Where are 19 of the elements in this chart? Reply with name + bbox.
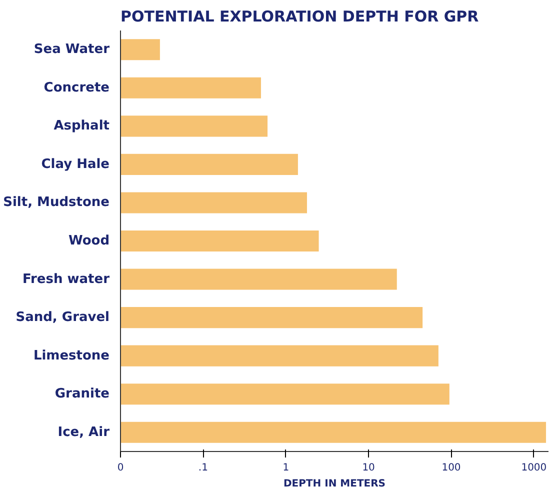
y-tick-label: Sea Water <box>34 42 110 58</box>
y-tick-label: Clay Hale <box>41 156 110 172</box>
y-tick-label: Asphalt <box>54 118 110 134</box>
y-tick-label: Concrete <box>44 80 110 96</box>
x-axis-title: DEPTH IN METERS <box>283 478 386 490</box>
x-tick-label: 100 <box>442 462 461 474</box>
y-tick-label: Silt, Mudstone <box>3 195 110 210</box>
y-tick-label: Sand, Gravel <box>16 310 110 326</box>
y-tick-label: Limestone <box>33 348 110 364</box>
x-tick-label: .1 <box>198 462 208 474</box>
y-tick-label: Wood <box>68 234 110 248</box>
x-tick-label: 1 <box>282 462 290 474</box>
x-tick-label: 0 <box>117 462 124 474</box>
x-tick-label: 10 <box>362 462 375 474</box>
y-tick-label: Ice, Air <box>58 424 110 440</box>
x-tick-label: 1000 <box>521 462 547 474</box>
y-tick-label: Granite <box>54 386 110 402</box>
y-tick-label: Fresh water <box>22 272 110 287</box>
chart-title: POTENTIAL EXPLORATION DEPTH FOR GPR <box>120 8 480 26</box>
